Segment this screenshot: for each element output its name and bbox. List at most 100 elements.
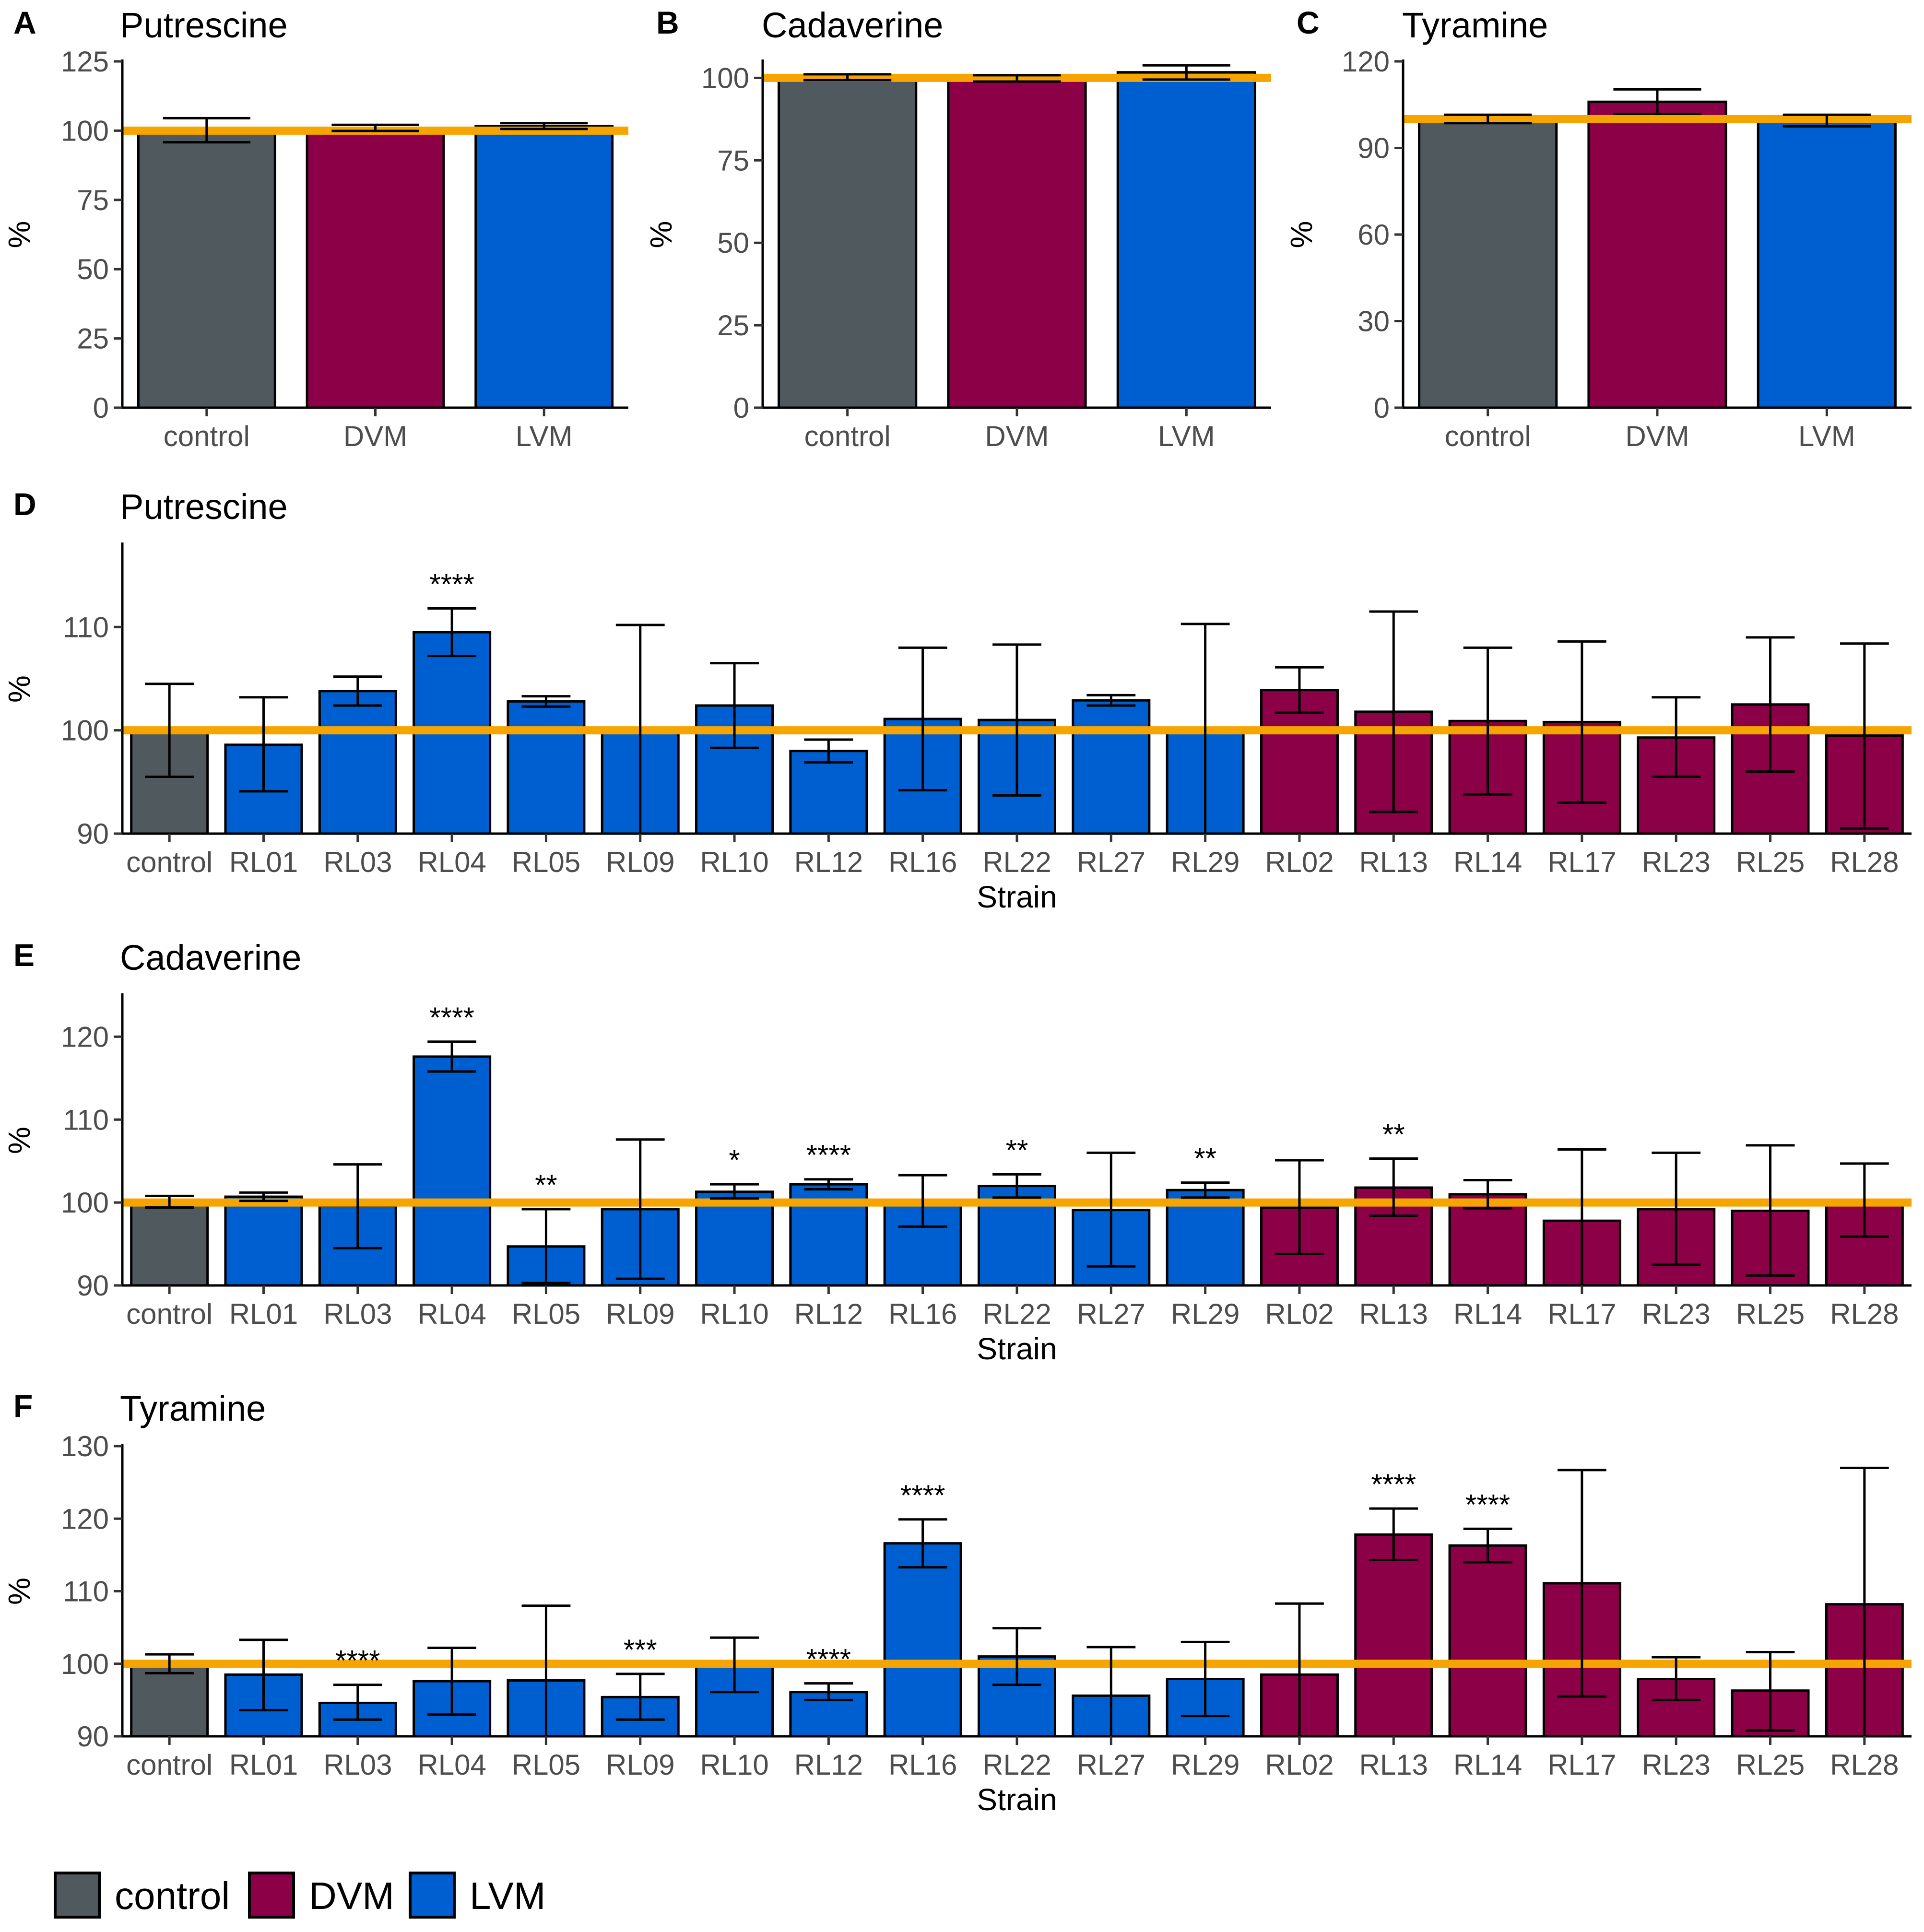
- x-tick-label: control: [164, 420, 250, 452]
- panel-title: Tyramine: [120, 1389, 266, 1428]
- error-bar: [1463, 1178, 1512, 1210]
- x-tick-label: RL16: [888, 1298, 957, 1330]
- panel-title: Tyramine: [1402, 5, 1548, 45]
- error-bar: [1180, 1640, 1230, 1718]
- y-tick-label: 100: [701, 62, 749, 94]
- error-bar: [333, 675, 382, 707]
- legend-swatch: [248, 1872, 295, 1919]
- x-tick-label: RL05: [512, 1298, 580, 1330]
- significance-label: ****: [806, 1139, 851, 1171]
- x-tick-label: RL17: [1547, 1298, 1616, 1330]
- error-bar: [333, 1163, 382, 1249]
- x-tick-label: RL10: [700, 846, 768, 878]
- error-bar: [239, 1638, 288, 1712]
- error-bar: [239, 1191, 288, 1202]
- significance-label: ****: [806, 1643, 851, 1675]
- error-bar: [1746, 1144, 1795, 1277]
- y-tick-label: 100: [61, 1648, 109, 1680]
- significance-label: ****: [335, 1645, 380, 1677]
- y-tick-label: 90: [77, 818, 109, 850]
- panel-f: F Tyramine%**** *** ******** ********9010011…: [2, 1388, 1912, 1817]
- x-tick-label: LVM: [1158, 420, 1215, 452]
- error-bar: [1652, 1656, 1701, 1701]
- panel-e: E Cadaverine%******* **** ** ****90100110120…: [2, 937, 1912, 1366]
- bar-dvm: [1587, 100, 1727, 409]
- error-bar: [1652, 1151, 1701, 1266]
- y-tick-label: 25: [77, 323, 109, 355]
- bar-lvm: [1116, 71, 1256, 409]
- error-bar: [427, 1646, 476, 1716]
- error-bar: [804, 1178, 853, 1190]
- x-tick-label: RL04: [417, 1298, 486, 1330]
- panel-b: B Cadaverine% 0 25 50 75 100 control DVM LVM: [644, 5, 1271, 452]
- x-tick-label: RL27: [1077, 846, 1145, 878]
- error-bar: [1746, 1651, 1795, 1732]
- x-tick-label: RL29: [1171, 846, 1239, 878]
- y-tick-label: 75: [77, 184, 109, 216]
- x-tick-label: RL09: [606, 1749, 674, 1781]
- x-tick-label: RL14: [1453, 1298, 1522, 1330]
- y-tick-label: 0: [93, 392, 109, 424]
- error-bar: [1840, 1162, 1889, 1238]
- bar-rl12: [789, 750, 868, 835]
- panel-c: C Tyramine% 0 30 60 90 120 control DVM LVM: [1284, 5, 1912, 452]
- x-tick-label: RL28: [1830, 1749, 1899, 1781]
- x-tick-label: RL03: [323, 846, 392, 878]
- chart-panels: A Putrescine% 0 25 50 75 100 125 control DVM LVM B C…: [2, 5, 1912, 1817]
- bar-dvm: [947, 77, 1087, 409]
- x-tick-label: RL03: [323, 1298, 392, 1330]
- x-tick-label: RL02: [1265, 1298, 1334, 1330]
- x-tick-label: RL13: [1359, 1749, 1428, 1781]
- significance-label: **: [1382, 1119, 1405, 1151]
- panel-letter: A: [13, 5, 36, 40]
- error-bar: [992, 643, 1041, 797]
- error-bar: [331, 123, 419, 132]
- y-tick-label: 100: [61, 115, 109, 147]
- error-bar: [1463, 646, 1512, 796]
- error-bar: [1782, 113, 1871, 128]
- x-tick-label: RL04: [417, 846, 486, 878]
- error-bar: [1369, 1507, 1418, 1561]
- bar-control: [137, 129, 276, 409]
- error-bar: [145, 683, 194, 778]
- y-tick-label: 130: [61, 1430, 109, 1462]
- y-tick-label: 50: [717, 227, 749, 259]
- y-tick-label: 0: [733, 392, 749, 424]
- legend-label: LVM: [470, 1874, 546, 1917]
- error-bar: [804, 738, 853, 764]
- x-tick-label: control: [126, 846, 212, 878]
- panel-letter: B: [656, 5, 679, 40]
- error-bar: [1086, 694, 1136, 707]
- legend: control DVM LVM: [54, 1872, 546, 1919]
- error-bar: [1180, 1181, 1230, 1199]
- error-bar: [710, 662, 759, 749]
- x-tick-label: RL17: [1547, 1749, 1616, 1781]
- significance-label: ****: [1465, 1488, 1510, 1520]
- error-bar: [1746, 636, 1795, 773]
- significance-label: *: [729, 1144, 740, 1176]
- error-bar: [615, 1138, 665, 1280]
- x-tick-label: RL16: [888, 1749, 957, 1781]
- x-tick-label: RL12: [794, 1749, 863, 1781]
- bar-control: [130, 1200, 209, 1287]
- error-bar: [1840, 642, 1889, 830]
- legend-label: DVM: [309, 1874, 394, 1917]
- error-bar: [500, 122, 588, 130]
- error-bar: [992, 1173, 1041, 1199]
- x-tick-label: RL25: [1736, 846, 1805, 878]
- x-tick-label: RL29: [1171, 1298, 1239, 1330]
- error-bar: [521, 695, 571, 708]
- bar-dvm: [306, 127, 445, 409]
- significance-label: ***: [624, 1634, 657, 1666]
- x-tick-label: RL23: [1641, 846, 1710, 878]
- error-bar: [1275, 666, 1324, 714]
- error-bar: [427, 1040, 476, 1073]
- x-tick-label: RL14: [1453, 846, 1522, 878]
- bar-rl04: [413, 1055, 492, 1287]
- x-tick-label: RL01: [229, 846, 298, 878]
- x-tick-label: RL27: [1077, 1298, 1145, 1330]
- x-tick-label: RL09: [606, 846, 674, 878]
- error-bar: [1652, 696, 1701, 778]
- error-bar: [1086, 1646, 1136, 1736]
